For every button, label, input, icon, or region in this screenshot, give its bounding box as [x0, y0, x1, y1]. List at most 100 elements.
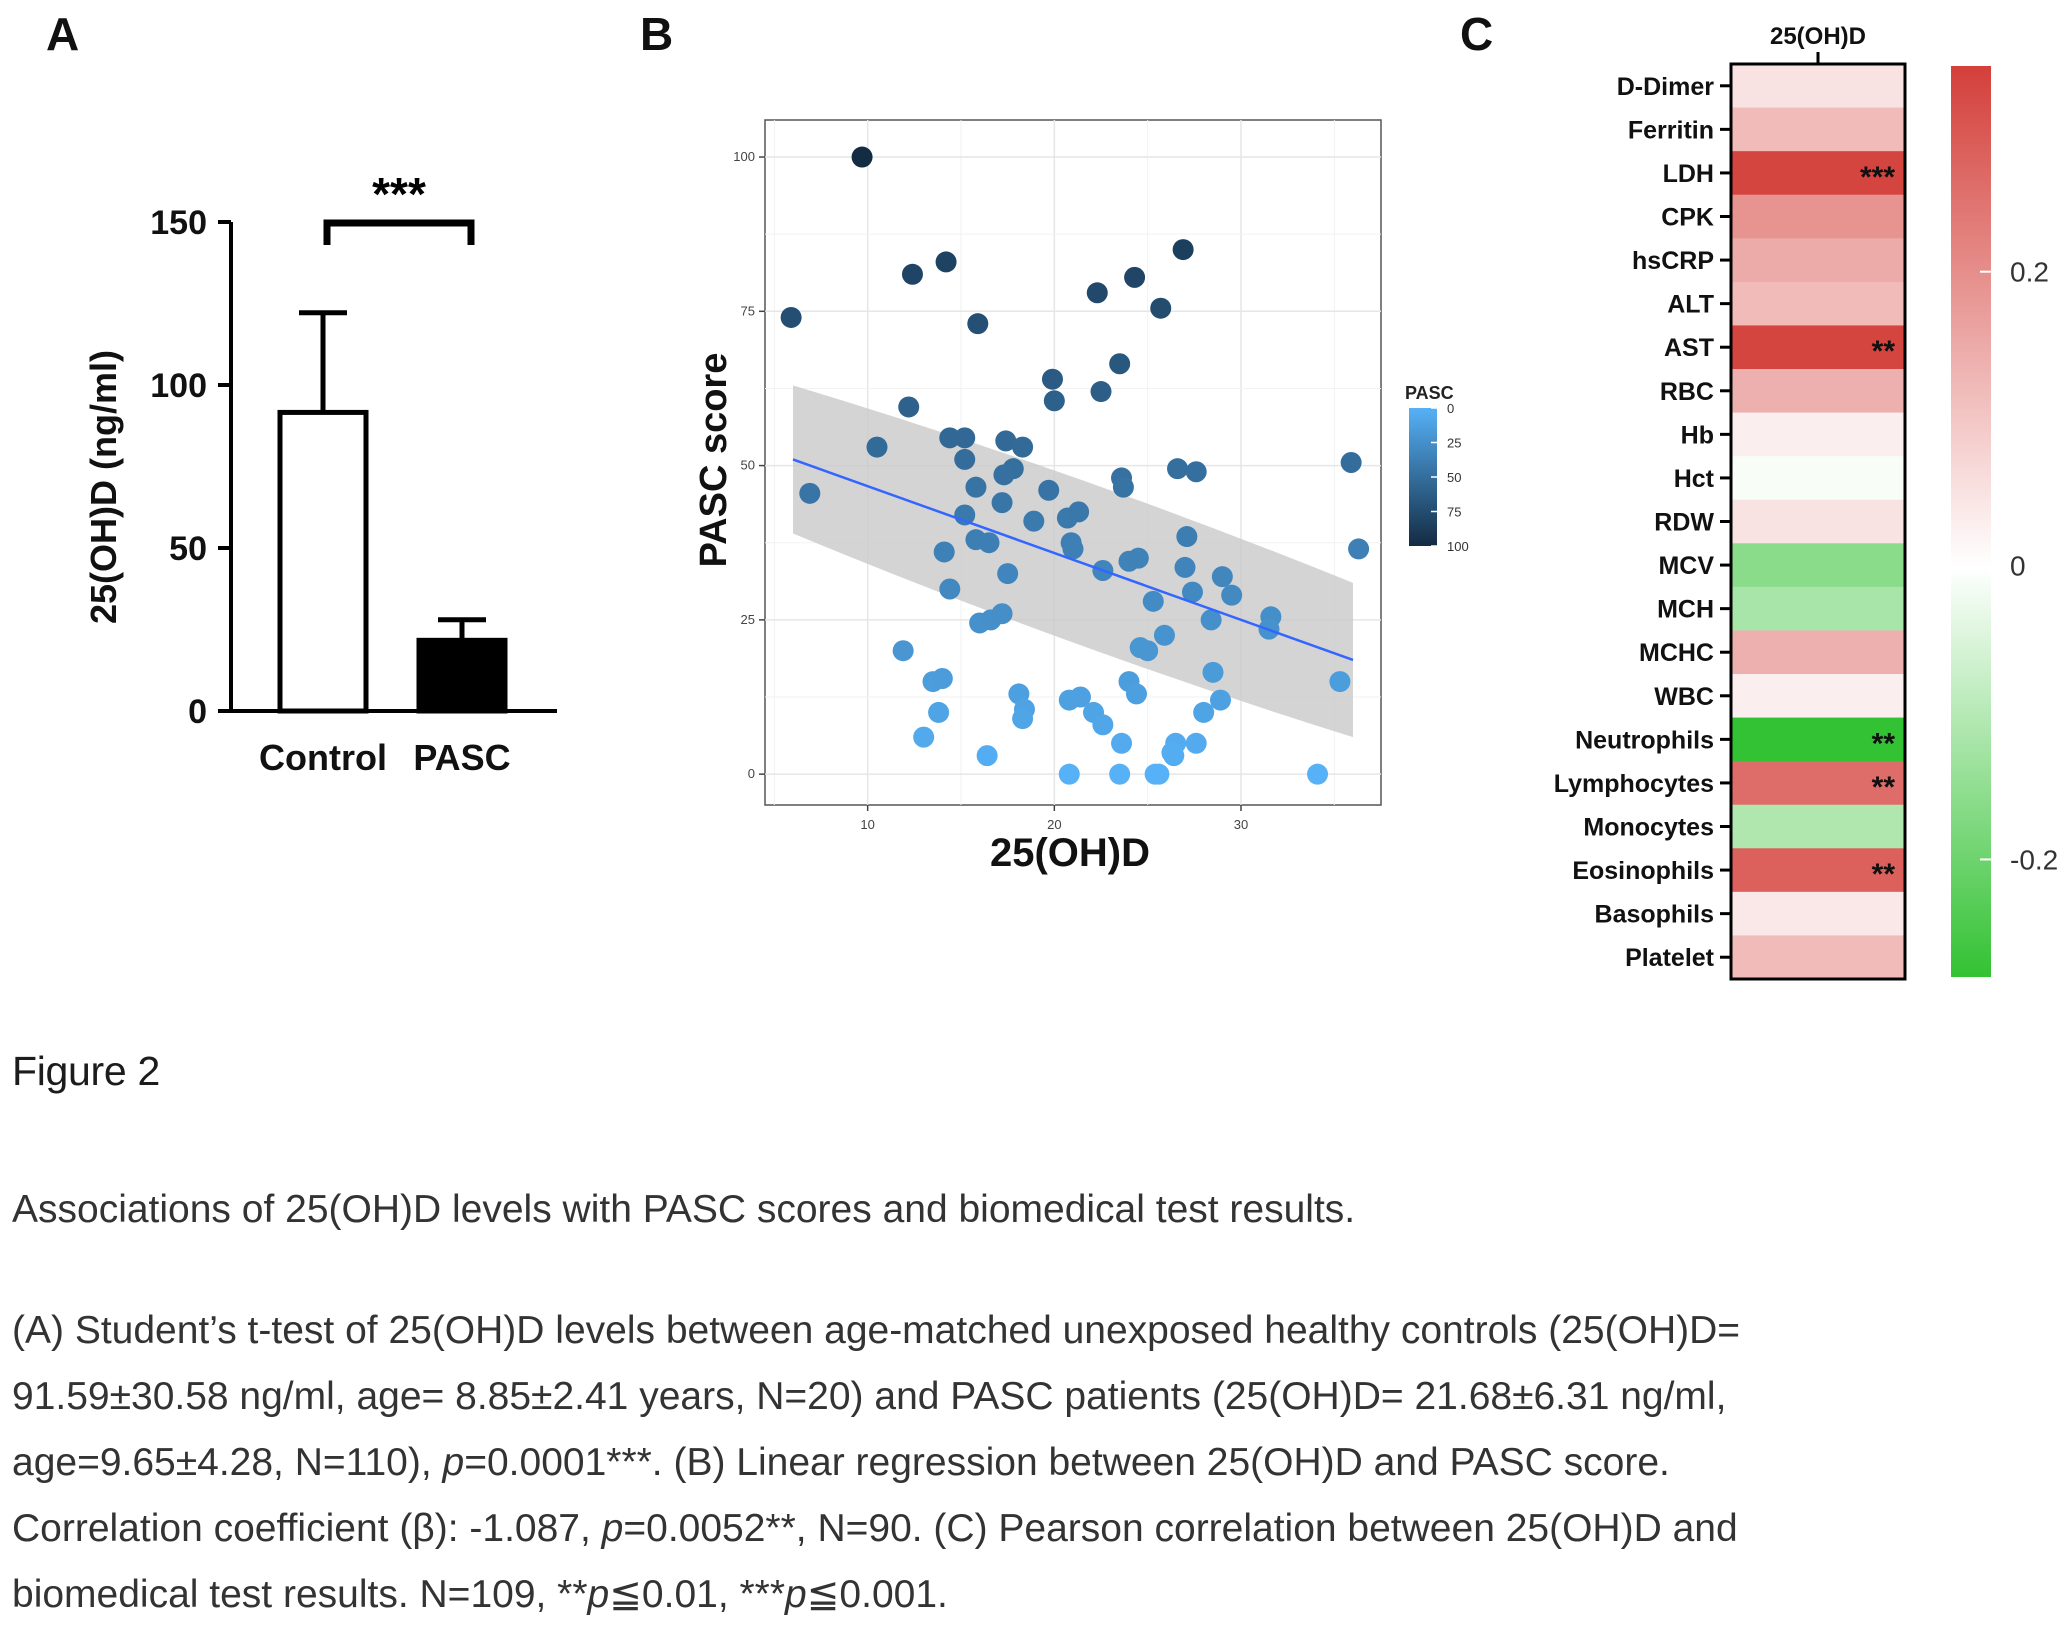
- b-legend-tick-label: 25: [1447, 436, 1461, 451]
- b-confidence-band: [793, 385, 1353, 738]
- c-row-label: Eosinophils: [1572, 857, 1714, 885]
- b-ytick-label: 75: [741, 303, 755, 318]
- c-row-label: RBC: [1660, 378, 1714, 406]
- b-ytick-label: 50: [741, 458, 755, 473]
- b-data-point: [1211, 566, 1233, 588]
- b-regression-line: [792, 458, 1354, 662]
- c-row-label: Neutrophils: [1575, 726, 1714, 754]
- b-data-point: [1153, 624, 1175, 646]
- figure-caption: (A) Student’s t-test of 25(OH)D levels b…: [12, 1298, 2052, 1628]
- p-symbol: p: [785, 1573, 807, 1616]
- b-legend-tick-label: 0: [1447, 401, 1454, 416]
- c-cell-hct: [1731, 456, 1905, 501]
- b-data-point: [1038, 479, 1060, 501]
- figure-subtitle: Associations of 25(OH)D levels with PASC…: [12, 1188, 1356, 1231]
- c-cell-mch: [1731, 586, 1905, 631]
- c-row-label: AST: [1664, 334, 1714, 362]
- caption-text: ≦0.01, ***: [609, 1573, 786, 1616]
- c-cell-platelet: [1731, 935, 1905, 980]
- b-data-point: [1161, 742, 1183, 764]
- b-data-point: [866, 436, 888, 458]
- c-cell-ast: [1731, 325, 1905, 370]
- panel-c-label: C: [1460, 8, 1493, 60]
- c-row-label: Basophils: [1595, 901, 1714, 929]
- c-row-label: Platelet: [1625, 944, 1715, 972]
- b-legend-tick-label: 100: [1447, 539, 1469, 554]
- a-bar-control: [277, 409, 369, 714]
- c-significance: **: [1872, 771, 1896, 804]
- b-legend-tick-label: 50: [1447, 470, 1461, 485]
- b-data-point: [1174, 556, 1196, 578]
- b-data-point: [1221, 584, 1243, 606]
- b-ytick-label: 0: [748, 766, 755, 781]
- b-xlabel: 25(OH)D: [990, 831, 1150, 875]
- c-row-label: Hb: [1681, 421, 1714, 449]
- b-data-point: [1176, 526, 1198, 548]
- c-scale-tick-label: 0: [2010, 551, 2026, 582]
- panel-a-bar-chart: 25(OH)D (ng/ml) 0 50 100 150 Control PASC *…: [83, 168, 557, 778]
- c-cell-wbc: [1731, 674, 1905, 719]
- c-row-label: Monocytes: [1583, 814, 1714, 842]
- b-data-point: [1142, 590, 1164, 612]
- b-data-point: [1058, 763, 1080, 785]
- a-ylabel: 25(OH)D (ng/ml): [83, 350, 124, 624]
- c-heatmap-frame: [1729, 62, 1907, 981]
- c-significance: **: [1872, 335, 1896, 368]
- b-data-point: [993, 464, 1015, 486]
- caption-line-1: (A) Student’s t-test of 25(OH)D levels b…: [12, 1309, 1741, 1352]
- b-legend-tick-label: 75: [1447, 505, 1461, 520]
- c-row-label: Lymphocytes: [1554, 770, 1714, 798]
- c-cell-neutrophils: [1731, 717, 1905, 762]
- figure-2: A B C 25(OH)D (ng/ml) 0 50 100 150 Control …: [46, 8, 2058, 981]
- c-row-label: MCHC: [1639, 639, 1714, 667]
- caption-text: ≦0.001.: [806, 1573, 948, 1616]
- caption-text: =0.0001***. (B) Linear regression betwee…: [464, 1441, 1670, 1484]
- c-cell-ferritin: [1731, 107, 1905, 152]
- panel-a-label: A: [46, 8, 79, 60]
- c-scale-tick-label: -0.2: [2010, 844, 2058, 875]
- b-data-point: [978, 532, 1000, 554]
- b-data-point: [1109, 763, 1131, 785]
- b-data-point: [939, 427, 961, 449]
- b-data-point: [1150, 297, 1172, 319]
- b-data-point: [1202, 661, 1224, 683]
- c-cell-hscrp: [1731, 238, 1905, 283]
- c-significance: **: [1872, 727, 1896, 760]
- b-data-point: [1307, 763, 1329, 785]
- c-row-label: hsCRP: [1632, 247, 1714, 275]
- b-data-point: [1086, 282, 1108, 304]
- b-data-point: [1172, 239, 1194, 261]
- a-ytick-label: 0: [188, 693, 207, 731]
- b-data-point: [1329, 671, 1351, 693]
- b-data-point: [892, 640, 914, 662]
- c-cell-basophils: [1731, 891, 1905, 936]
- b-data-point: [935, 251, 957, 273]
- b-data-point: [1109, 353, 1131, 375]
- b-data-point: [1167, 458, 1189, 480]
- b-data-point: [1181, 581, 1203, 603]
- b-data-point: [1023, 510, 1045, 532]
- caption-text: age=9.65±4.28, N=110),: [12, 1441, 443, 1484]
- c-significance: **: [1872, 858, 1896, 891]
- b-data-point: [954, 427, 976, 449]
- c-cell-rdw: [1731, 499, 1905, 544]
- b-data-point: [995, 430, 1017, 452]
- c-cell-lymphocytes: [1731, 761, 1905, 806]
- b-data-point: [1200, 609, 1222, 631]
- b-data-point: [898, 396, 920, 418]
- caption-line-3: age=9.65±4.28, N=110), p=0.0001***. (B) …: [12, 1430, 2052, 1496]
- b-data-point: [991, 603, 1013, 625]
- b-data-point: [1185, 732, 1207, 754]
- b-data-point: [991, 492, 1013, 514]
- a-significance-bracket: [323, 219, 475, 245]
- b-xtick-label: 20: [1047, 817, 1061, 832]
- b-data-point: [1012, 436, 1034, 458]
- c-row-label: ALT: [1667, 291, 1714, 319]
- b-data-point: [851, 146, 873, 168]
- c-row-label: Ferritin: [1628, 116, 1714, 144]
- b-data-point: [939, 578, 961, 600]
- c-row-label: MCH: [1657, 596, 1714, 624]
- b-xtick-label: 10: [860, 817, 874, 832]
- a-category-control: Control: [259, 737, 387, 778]
- b-data-point: [913, 726, 935, 748]
